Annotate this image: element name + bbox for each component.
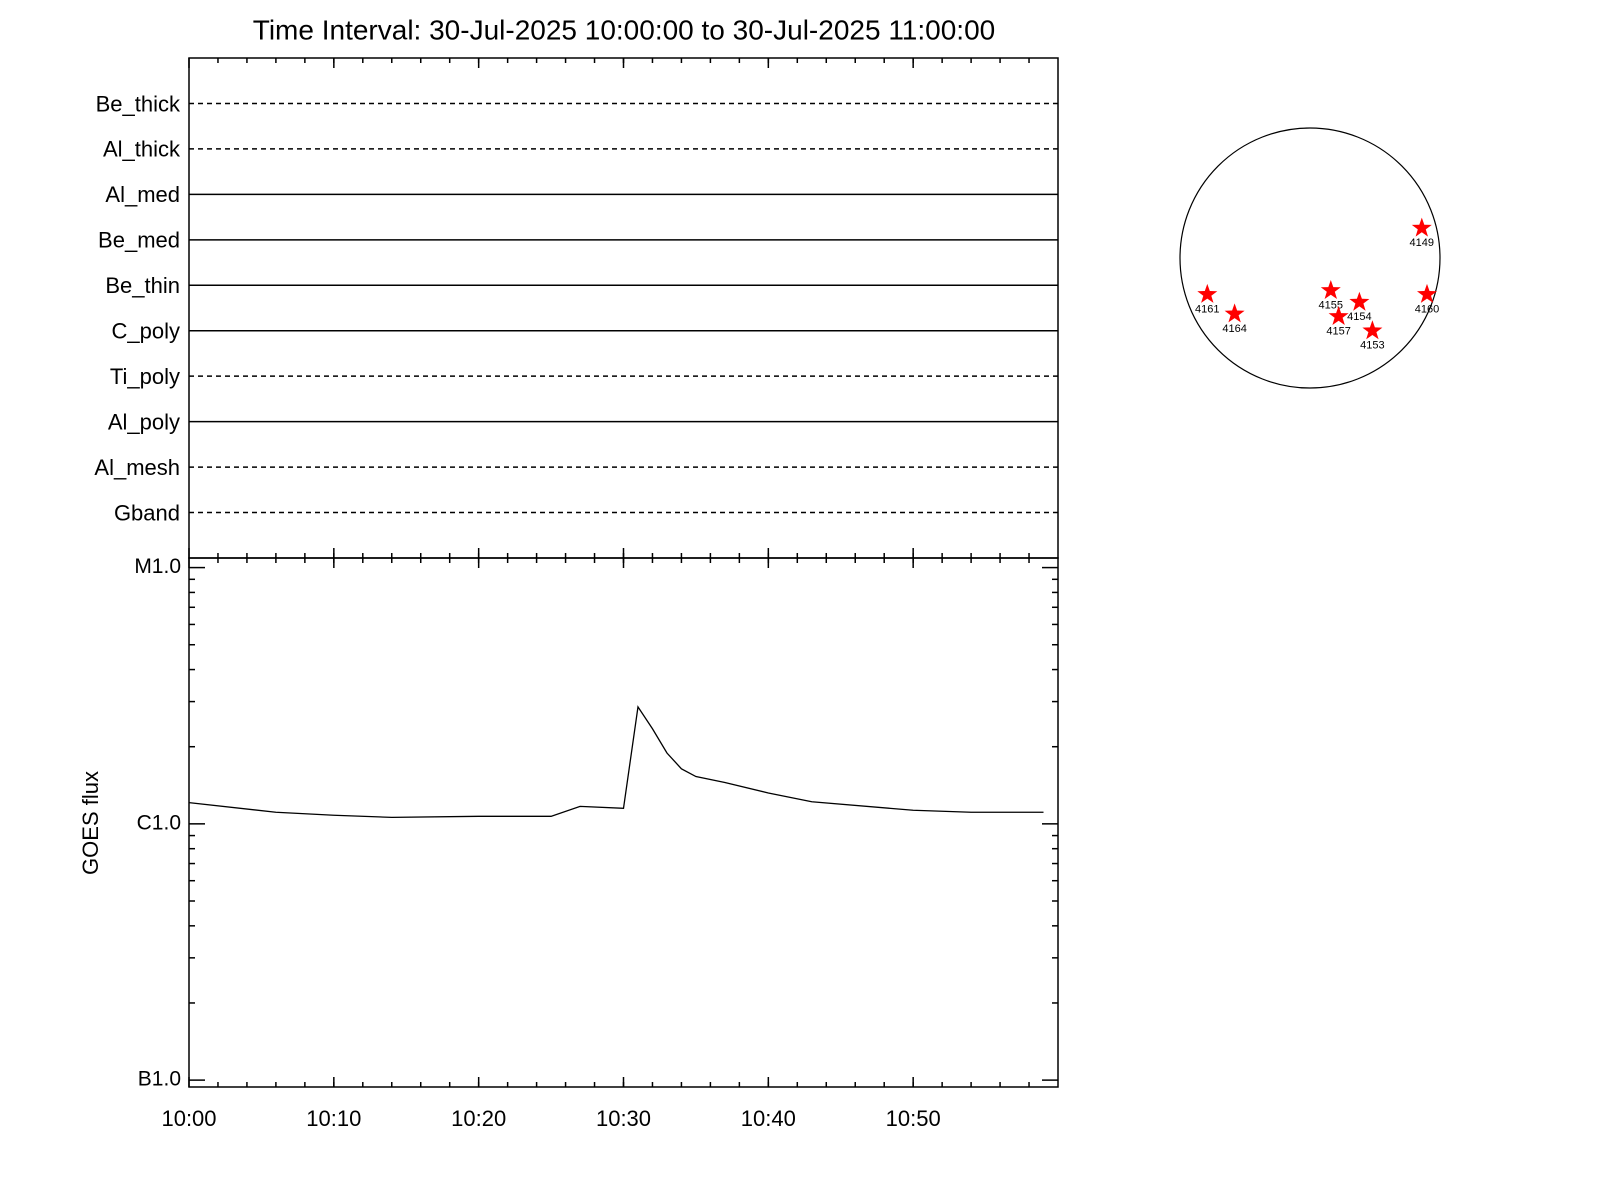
x-tick-label: 10:50 [886,1106,941,1131]
x-tick-label: 10:00 [161,1106,216,1131]
filter-label: C_poly [112,319,180,344]
region-label: 4160 [1415,303,1439,315]
filter-label: Al_poly [108,409,180,434]
y-tick-label: C1.0 [137,811,181,834]
filter-label: Ti_poly [110,364,180,389]
region-label: 4154 [1347,311,1371,323]
region-label: 4155 [1319,299,1343,311]
filter-label: Be_med [98,228,180,253]
active-region [1349,291,1370,311]
y-tick-label: B1.0 [138,1068,181,1091]
x-tick-label: 10:20 [451,1106,506,1131]
filter-label: Al_mesh [94,455,180,480]
active-region [1197,283,1218,303]
active-region [1417,283,1437,303]
active-region [1411,217,1432,237]
active-region [1328,306,1349,325]
filter-label: Be_thick [96,91,181,116]
region-label: 4157 [1326,325,1350,337]
title: Time Interval: 30-Jul-2025 10:00:00 to 3… [253,14,995,45]
goes-line [188,705,1044,819]
region-label: 4161 [1195,303,1219,315]
x-tick-label: 10:30 [596,1106,651,1131]
filter-panel-frame [188,57,1059,559]
region-label: 4164 [1222,323,1246,335]
active-region [1224,303,1245,323]
solar-disk [1179,127,1441,389]
filter-label: Al_med [105,182,180,207]
filter-label: Al_thick [103,137,181,162]
x-tick-label: 10:40 [741,1106,796,1131]
active-region [1362,320,1383,340]
active-region [1320,280,1341,299]
x-tick-label: 10:10 [306,1106,361,1131]
goes-panel-frame [188,557,1059,1088]
y-axis-label: GOES flux [78,771,103,875]
filter-label: Be_thin [105,273,180,298]
y-tick-label: M1.0 [134,555,181,578]
region-label: 4149 [1410,237,1434,249]
region-label: 4153 [1360,340,1384,352]
filter-label: Gband [114,500,180,525]
